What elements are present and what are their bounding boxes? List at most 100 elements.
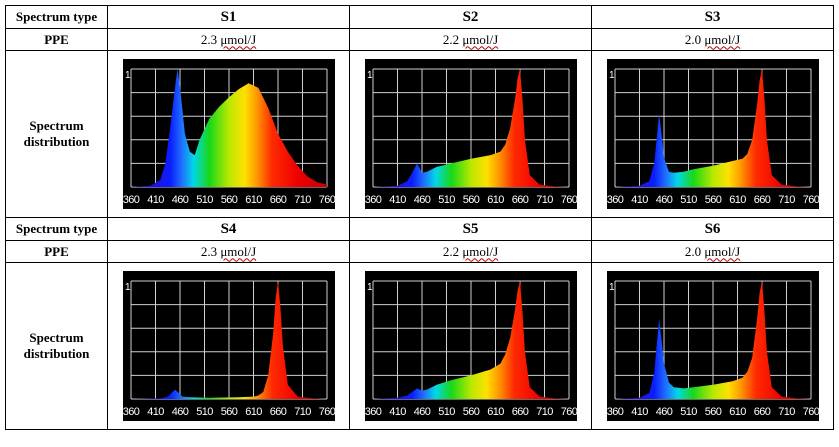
ppe-unit: μmol/J [220,31,257,47]
x-tick-label: 360 [365,406,382,418]
ppe-cell-s6: 2.0 μmol/J [591,240,834,263]
ppe-unit: μmol/J [704,243,741,259]
x-tick-label: 510 [196,194,213,206]
x-tick-label: 610 [245,406,262,418]
ppe-cell-s4: 2.3 μmol/J [107,240,350,263]
ppe-cell-s3: 2.0 μmol/J [591,28,834,51]
distribution-label-line2: distribution [23,346,90,361]
x-tick-label: 560 [462,194,479,206]
x-tick-label: 610 [487,406,504,418]
x-tick-label: 610 [487,194,504,206]
x-tick-label: 560 [704,194,721,206]
y-axis-label: 1 [609,70,615,81]
x-tick-label: 460 [171,194,188,206]
x-tick-label: 410 [147,406,164,418]
spectrum-area [372,281,569,399]
plot-cell-s2: 1 360 410 460 510 560 610 660 710 760 [349,50,592,218]
x-tick-label: 510 [680,194,697,206]
x-tick-label: 610 [729,406,746,418]
spectrum-chart-s4: 1 360 410 460 510 560 610 660 710 760 [122,271,335,421]
spectrum-type-row: Spectrum type S4 S5 S6 [5,217,834,241]
x-tick-label: 360 [123,406,140,418]
x-tick-label: 510 [438,194,455,206]
spectrum-name-s3: S3 [591,5,834,29]
x-tick-label: 560 [220,406,237,418]
x-tick-label: 660 [511,406,528,418]
x-tick-label: 660 [753,194,770,206]
y-axis-label: 1 [125,282,131,293]
spectrum-table: Spectrum type S1 S2 S3 PPE 2.3 μmol/J 2.… [5,5,834,430]
x-tick-label: 560 [462,406,479,418]
x-tick-label: 460 [413,194,430,206]
x-tick-label: 460 [655,194,672,206]
spectrum-chart-s5: 1 360 410 460 510 560 610 660 710 760 [364,271,577,421]
distribution-label-line1: Spectrum [29,118,84,133]
ppe-label: PPE [5,240,108,263]
y-axis-label: 1 [367,70,373,81]
x-tick-label: 660 [269,406,286,418]
ppe-value: 2.2 [442,243,460,259]
distribution-row: Spectrum distribution 1 360 410 460 510 560 610… [5,262,834,430]
x-tick-label: 510 [680,406,697,418]
distribution-label-line2: distribution [23,134,90,149]
ppe-label: PPE [5,28,108,51]
y-axis-label: 1 [609,282,615,293]
ppe-value: 2.3 [200,31,218,47]
spectrum-name-s5: S5 [349,217,592,241]
x-tick-label: 760 [802,406,818,418]
ppe-cell-s5: 2.2 μmol/J [349,240,592,263]
x-tick-label: 360 [607,194,624,206]
spectrum-area [130,281,327,399]
x-tick-label: 510 [438,406,455,418]
distribution-label: Spectrum distribution [5,50,108,218]
ppe-cell-s1: 2.3 μmol/J [107,28,350,51]
spectrum-name-s4: S4 [107,217,350,241]
ppe-value: 2.0 [684,243,702,259]
plot-cell-s4: 1 360 410 460 510 560 610 660 710 760 [107,262,350,430]
distribution-row: Spectrum distribution 1 360 410 460 510 560 610… [5,50,834,218]
x-tick-label: 710 [536,406,553,418]
x-tick-label: 760 [318,194,334,206]
spectrum-area [614,69,811,187]
ppe-unit: μmol/J [462,31,499,47]
x-tick-label: 660 [269,194,286,206]
x-tick-label: 710 [778,194,795,206]
x-tick-label: 360 [123,194,140,206]
x-tick-label: 660 [511,194,528,206]
plot-cell-s6: 1 360 410 460 510 560 610 660 710 760 [591,262,834,430]
plot-cell-s3: 1 360 410 460 510 560 610 660 710 760 [591,50,834,218]
x-tick-label: 710 [294,194,311,206]
x-tick-label: 410 [147,194,164,206]
x-tick-label: 610 [729,194,746,206]
x-tick-label: 510 [196,406,213,418]
x-tick-label: 760 [318,406,334,418]
spectrum-name-s1: S1 [107,5,350,29]
x-tick-label: 760 [560,194,576,206]
ppe-unit: μmol/J [462,243,499,259]
x-tick-label: 710 [778,406,795,418]
spectrum-name-s2: S2 [349,5,592,29]
ppe-row: PPE 2.3 μmol/J 2.2 μmol/J 2.0 μmol/J [5,28,834,51]
plot-cell-s5: 1 360 410 460 510 560 610 660 710 760 [349,262,592,430]
ppe-value: 2.0 [684,31,702,47]
x-tick-label: 660 [753,406,770,418]
spectrum-chart-s1: 1 360 410 460 510 560 610 660 710 760 [122,59,335,209]
spectrum-type-label: Spectrum type [5,217,108,241]
plot-cell-s1: 1 360 410 460 510 560 610 660 710 760 [107,50,350,218]
x-tick-label: 560 [704,406,721,418]
x-tick-label: 410 [389,406,406,418]
spectrum-area [130,69,327,187]
x-tick-label: 710 [536,194,553,206]
spectrum-area [372,69,569,187]
spectrum-chart-s3: 1 360 410 460 510 560 610 660 710 760 [606,59,819,209]
spectrum-chart-s6: 1 360 410 460 510 560 610 660 710 760 [606,271,819,421]
x-tick-label: 460 [171,406,188,418]
distribution-label-line1: Spectrum [29,330,84,345]
ppe-row: PPE 2.3 μmol/J 2.2 μmol/J 2.0 μmol/J [5,240,834,263]
y-axis-label: 1 [367,282,373,293]
x-tick-label: 410 [631,194,648,206]
x-tick-label: 710 [294,406,311,418]
x-tick-label: 460 [413,406,430,418]
spectrum-chart-s2: 1 360 410 460 510 560 610 660 710 760 [364,59,577,209]
x-tick-label: 410 [389,194,406,206]
